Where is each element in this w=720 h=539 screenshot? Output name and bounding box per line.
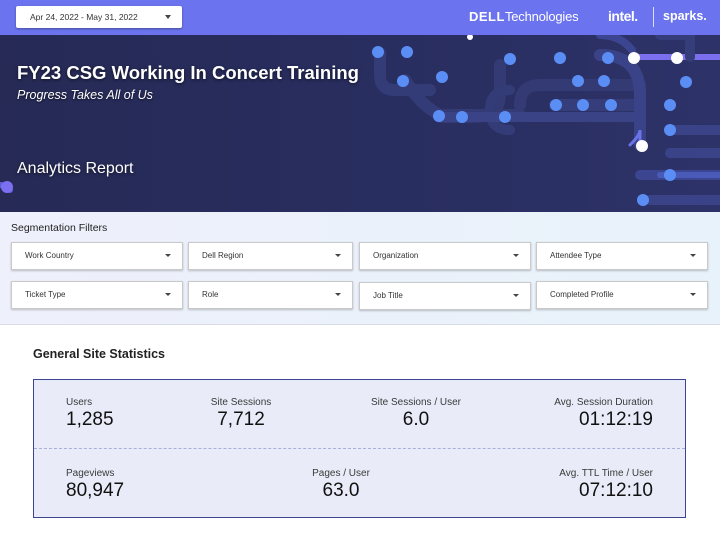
intel-logo: intel. [608,8,638,24]
metric-label: Site Sessions [210,397,272,408]
chevron-down-icon [513,254,519,257]
filter-label: Job Title [373,291,403,300]
filter-label: Organization [373,251,419,260]
site-statistics-card: Users 1,285 Site Sessions 7,712 Site Ses… [33,379,686,518]
report-subtitle: Progress Takes All of Us [17,88,153,102]
section-title-general-site-statistics: General Site Statistics [33,347,166,361]
chevron-down-icon [335,254,341,257]
stats-divider [34,448,685,449]
metric-label: Site Sessions / User [370,397,462,408]
filter-label: Work Country [25,251,74,260]
chevron-down-icon [335,293,341,296]
chevron-down-icon [165,254,171,257]
sparks-logo: sparks. [663,9,707,23]
metric-avg-session-duration: Avg. Session Duration 01:12:19 [554,397,653,431]
logo-divider [653,7,654,27]
metric-value: 7,712 [217,409,265,430]
date-range-picker[interactable]: Apr 24, 2022 - May 31, 2022 [16,6,182,28]
filter-organization[interactable]: Organization [359,242,531,270]
hero-banner: FY23 CSG Working In Concert Training Pro… [0,35,720,212]
dell-technologies-logo: DELLTechnologies [469,9,579,24]
report-title: FY23 CSG Working In Concert Training [17,62,359,83]
chevron-down-icon [165,293,171,296]
metric-value: 63.0 [322,480,360,501]
filter-role[interactable]: Role [188,281,353,309]
chevron-down-icon [165,15,171,19]
filter-ticket-type[interactable]: Ticket Type [11,281,183,309]
filter-completed-profile[interactable]: Completed Profile [536,281,708,309]
filter-label: Completed Profile [550,290,614,299]
metric-users: Users 1,285 [66,397,114,431]
network-dots [1,35,692,206]
metric-label: Pageviews [66,468,115,479]
metric-value: 1,285 [66,409,114,430]
metric-sessions-per-user: Site Sessions / User 6.0 [351,397,481,431]
metric-value: 80,947 [66,480,125,501]
metric-label: Avg. Session Duration [554,397,653,408]
metric-site-sessions: Site Sessions 7,712 [191,397,291,431]
filter-attendee-type[interactable]: Attendee Type [536,242,708,270]
metric-pages-per-user: Pages / User 63.0 [291,468,391,502]
filter-job-title[interactable]: Job Title [359,282,531,310]
filter-label: Dell Region [202,251,244,260]
filter-dell-region[interactable]: Dell Region [188,242,353,270]
filter-label: Ticket Type [25,290,66,299]
filter-label: Role [202,290,219,299]
report-type-label: Analytics Report [17,160,134,177]
metric-avg-ttl-time: Avg. TTL Time / User 07:12:10 [559,468,653,502]
chevron-down-icon [513,294,519,297]
filter-label: Attendee Type [550,251,602,260]
metric-pageviews: Pageviews 80,947 [66,468,124,502]
chevron-down-icon [690,293,696,296]
metric-label: Users [66,397,93,408]
filter-work-country[interactable]: Work Country [11,242,183,270]
metric-value: 01:12:19 [579,409,653,430]
metric-value: 07:12:10 [579,480,653,501]
filters-title: Segmentation Filters [11,222,108,234]
date-range-label: Apr 24, 2022 - May 31, 2022 [30,12,138,22]
chevron-down-icon [690,254,696,257]
metric-value: 6.0 [402,409,430,430]
segmentation-filters: Segmentation Filters Work Country Dell R… [0,212,720,325]
top-bar: Apr 24, 2022 - May 31, 2022 DELLTechnolo… [0,0,720,35]
hero-network-graphic [0,35,720,206]
metric-label: Pages / User [312,468,370,479]
metric-label: Avg. TTL Time / User [559,468,653,479]
